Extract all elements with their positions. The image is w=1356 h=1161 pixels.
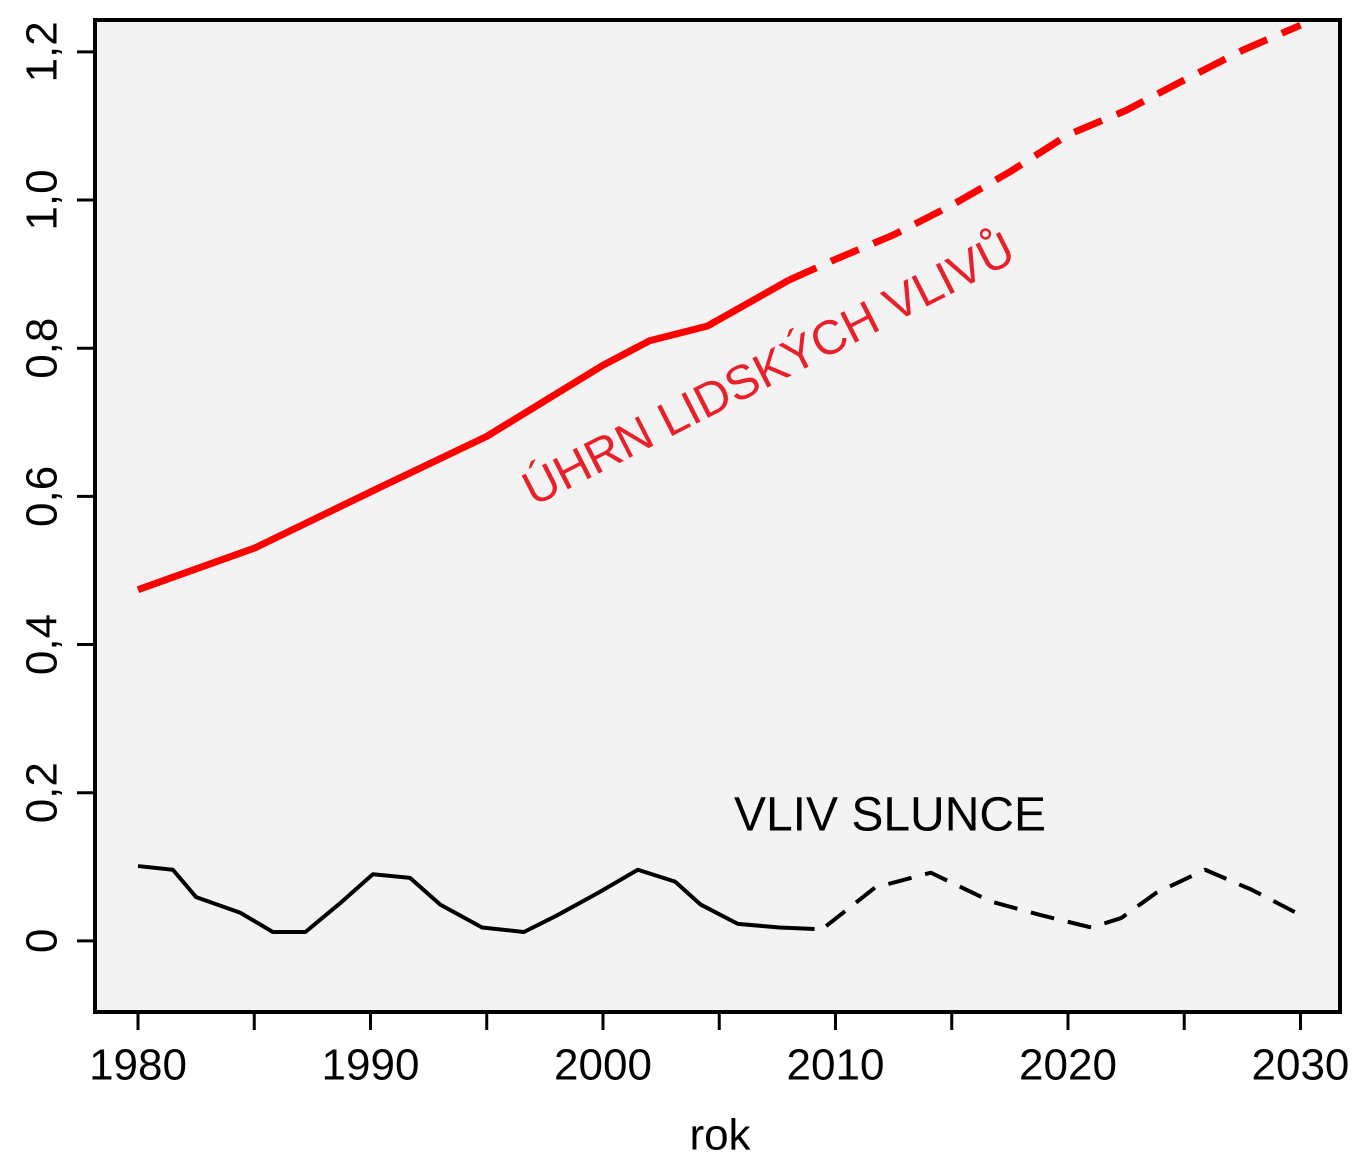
y-tick-label: 1,2 (18, 21, 67, 82)
plot-frame (93, 18, 1342, 1014)
x-tick-label: 1980 (89, 1041, 187, 1090)
y-tick-label: 0,8 (18, 318, 67, 379)
x-tick-label: 2020 (1019, 1041, 1117, 1090)
y-tick-label: 0,6 (18, 466, 67, 527)
line (137, 864, 815, 934)
x-tick-label: 1990 (322, 1041, 420, 1090)
line (136, 276, 791, 594)
plot-background (95, 20, 1340, 1012)
x-tick-label: 2000 (554, 1041, 652, 1090)
x-tick-label: 2010 (787, 1041, 885, 1090)
annotation: VLIV SLUNCE (734, 789, 1046, 842)
y-tick-label: 0,2 (18, 762, 67, 823)
line (824, 867, 1302, 930)
x-axis-label: rok (689, 1111, 751, 1160)
y-tick-label: 0,4 (18, 614, 67, 675)
x-tick-label: 2030 (1252, 1041, 1350, 1090)
line (787, 21, 1302, 284)
y-tick-label: 1,0 (18, 169, 67, 230)
y-tick-label: 0 (18, 929, 67, 953)
